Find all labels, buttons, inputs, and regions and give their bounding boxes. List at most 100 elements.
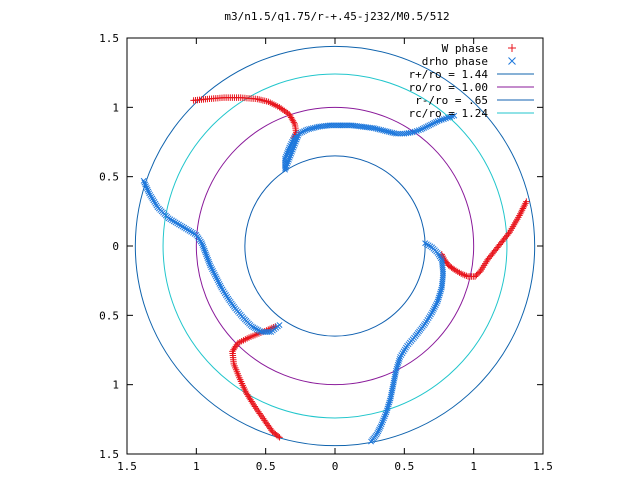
data-point bbox=[281, 107, 288, 114]
y-tick-label: 1 bbox=[112, 101, 119, 114]
data-point bbox=[274, 433, 282, 440]
data-point bbox=[428, 121, 434, 128]
data-point bbox=[198, 240, 205, 247]
data-point bbox=[143, 185, 150, 191]
data-point bbox=[508, 57, 516, 65]
data-point bbox=[407, 129, 414, 136]
data-point bbox=[204, 255, 211, 261]
data-point bbox=[376, 426, 383, 433]
data-point bbox=[205, 258, 212, 265]
data-point bbox=[419, 125, 426, 132]
data-point bbox=[508, 44, 516, 52]
y-tick-label: 1.5 bbox=[99, 448, 119, 461]
data-point bbox=[200, 243, 207, 250]
data-point bbox=[206, 260, 213, 267]
data-point bbox=[377, 423, 384, 430]
y-tick-label: 1.5 bbox=[99, 32, 119, 45]
data-point bbox=[451, 112, 458, 119]
data-point bbox=[145, 188, 152, 195]
data-point bbox=[282, 108, 290, 116]
data-point bbox=[143, 183, 149, 190]
data-point bbox=[297, 129, 304, 136]
data-point bbox=[432, 119, 439, 125]
legend-label: r+/ro = 1.44 bbox=[409, 68, 489, 81]
axis-ticks: 1.5 1 0.5 0 0.5 1 1.51.510.500.511.5 bbox=[99, 32, 553, 473]
data-point bbox=[142, 181, 149, 188]
data-point bbox=[426, 122, 433, 129]
series-0 bbox=[190, 94, 530, 441]
x-tick-label: 1 bbox=[193, 460, 200, 473]
legend-label: r-/ro = .65 bbox=[415, 94, 488, 107]
data-point bbox=[374, 429, 381, 436]
data-point bbox=[299, 129, 306, 135]
y-tick-label: 0.5 bbox=[99, 171, 119, 184]
data-point bbox=[288, 115, 296, 123]
legend-label: rc/ro = 1.24 bbox=[409, 107, 489, 120]
data-point bbox=[424, 123, 431, 130]
data-point bbox=[473, 271, 480, 279]
data-point bbox=[418, 126, 424, 133]
data-point bbox=[276, 434, 283, 441]
data-point bbox=[141, 179, 148, 186]
data-point bbox=[376, 424, 383, 431]
data-point bbox=[477, 267, 484, 275]
data-point bbox=[431, 119, 438, 126]
data-point bbox=[287, 114, 295, 121]
data-point bbox=[375, 428, 382, 435]
data-point bbox=[203, 251, 209, 258]
x-tick-label: 0.5 bbox=[256, 460, 276, 473]
data-point bbox=[277, 105, 285, 112]
data-point bbox=[140, 177, 147, 184]
data-point bbox=[421, 124, 428, 131]
y-tick-label: 1 bbox=[112, 379, 119, 392]
data-point bbox=[262, 418, 269, 426]
data-point bbox=[266, 329, 273, 335]
x-tick-label: 0.5 bbox=[394, 460, 414, 473]
y-tick-label: 0.5 bbox=[99, 309, 119, 322]
data-point bbox=[474, 270, 482, 277]
data-point bbox=[368, 438, 375, 445]
data-point bbox=[290, 119, 298, 126]
data-point bbox=[263, 420, 271, 427]
data-point bbox=[435, 296, 442, 303]
data-point bbox=[476, 269, 483, 276]
data-point bbox=[289, 117, 297, 124]
data-point bbox=[201, 247, 208, 254]
data-point bbox=[267, 425, 274, 432]
x-tick-label: 1.5 bbox=[117, 460, 137, 473]
data-point bbox=[201, 245, 207, 252]
y-tick-label: 0 bbox=[112, 240, 119, 253]
data-point bbox=[429, 120, 436, 127]
data-point bbox=[286, 112, 294, 120]
x-tick-label: 1.5 bbox=[533, 460, 553, 473]
data-point bbox=[203, 253, 210, 260]
data-point bbox=[265, 423, 273, 431]
data-point bbox=[276, 322, 283, 328]
x-tick-label: 0 bbox=[332, 460, 339, 473]
legend-label: ro/ro = 1.00 bbox=[409, 81, 488, 94]
data-point bbox=[295, 130, 302, 137]
series-1 bbox=[140, 112, 458, 445]
x-tick-label: 1 bbox=[470, 460, 477, 473]
chart-title: m3/n1.5/q1.75/r-+.45-j232/M0.5/512 bbox=[224, 10, 449, 23]
data-point bbox=[300, 128, 307, 135]
data-series bbox=[140, 94, 530, 445]
data-point bbox=[383, 407, 390, 414]
reference-circle-1 bbox=[195, 106, 475, 386]
data-point bbox=[286, 111, 293, 118]
data-point bbox=[202, 249, 209, 256]
data-point bbox=[264, 422, 272, 429]
data-point bbox=[144, 186, 151, 193]
data-point bbox=[302, 127, 309, 134]
legend-label: W phase bbox=[442, 42, 488, 55]
reference-circle-2 bbox=[244, 155, 426, 337]
data-point bbox=[485, 255, 492, 262]
reference-circle-0 bbox=[134, 45, 536, 447]
data-point bbox=[423, 124, 429, 130]
data-point bbox=[205, 256, 212, 263]
data-point bbox=[279, 106, 286, 113]
data-point bbox=[199, 242, 206, 249]
reference-circle-3 bbox=[162, 73, 508, 419]
